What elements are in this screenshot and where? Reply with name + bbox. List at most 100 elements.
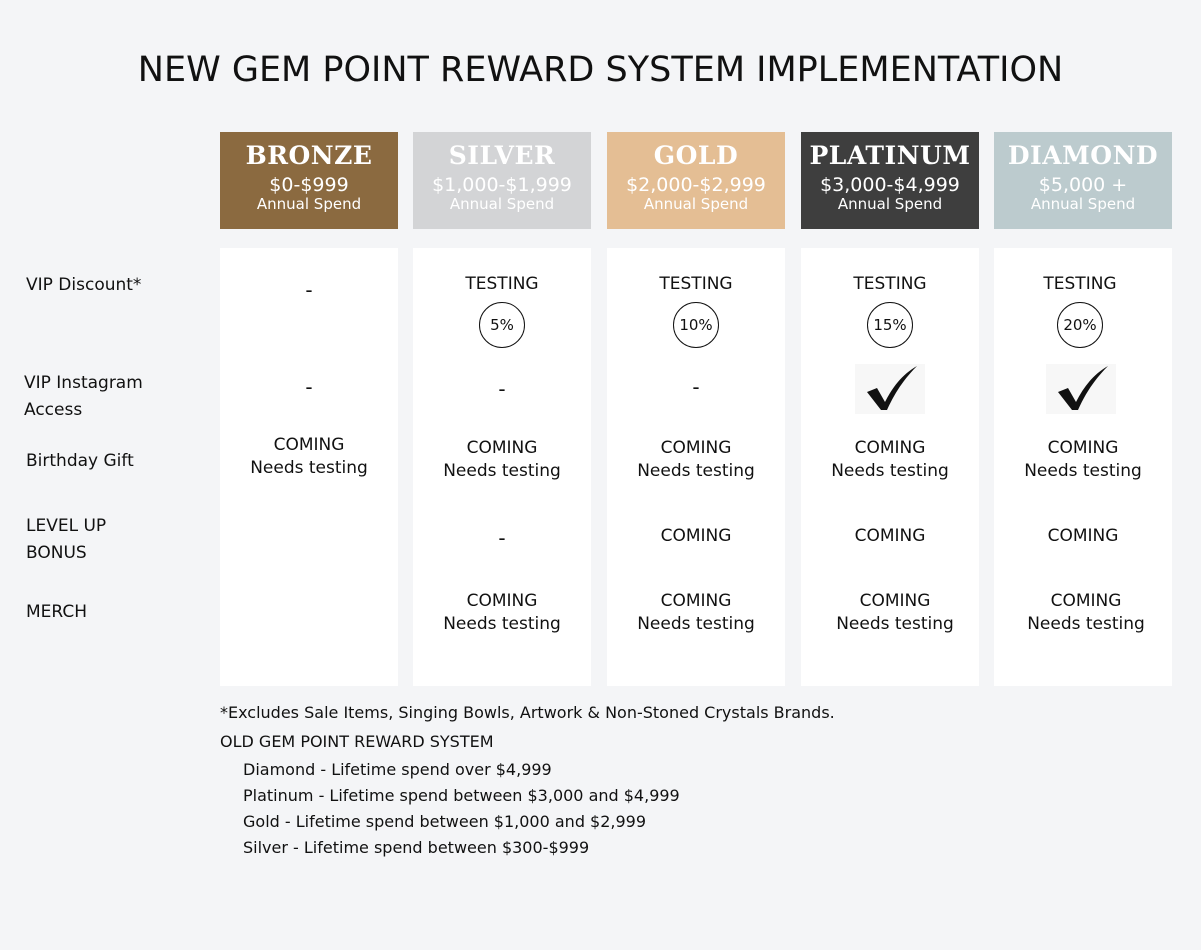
old-system-item-silver: Silver - Lifetime spend between $300-$99… [243,838,590,857]
testing-label: TESTING [853,274,927,294]
tier-column-gold: TESTING 10% - COMING Needs testing COMIN… [607,248,785,686]
vip-discount-cell: TESTING 15% [801,273,979,348]
row-label-vip-discount-text: VIP Discount* [26,275,142,295]
vip-discount-cell: TESTING 20% [991,273,1169,348]
tier-name: SILVER [448,141,556,170]
tier-column-bronze: - - COMING Needs testing [220,248,398,686]
testing-label: TESTING [659,274,733,294]
old-system-item-gold: Gold - Lifetime spend between $1,000 and… [243,812,647,831]
tier-spend-range: $2,000-$2,999 [626,174,766,196]
tier-header-platinum: PLATINUM $3,000-$4,999 Annual Spend [801,132,979,229]
tier-column-platinum: TESTING 15% COMING Needs testing COMING … [801,248,979,686]
old-system-item-diamond: Diamond - Lifetime spend over $4,999 [243,760,552,779]
row-label-level-up-line2: BONUS [26,543,87,563]
tier-spend-range: $0-$999 [269,174,349,196]
coming-label: COMING [466,438,538,458]
needs-testing-label: Needs testing [250,458,368,478]
coming-label: COMING [466,591,538,611]
coming-label: COMING [1047,438,1119,458]
tier-name: PLATINUM [809,141,971,170]
old-system-item-platinum: Platinum - Lifetime spend between $3,000… [243,786,680,805]
tier-name: GOLD [653,141,739,170]
needs-testing-label: Needs testing [831,461,949,481]
row-label-level-up-line1: LEVEL UP [26,516,107,536]
vip-instagram-cell: - [607,376,785,399]
coming-label: COMING [1050,591,1122,611]
discount-badge: 20% [1057,302,1103,348]
row-label-vip-instagram-line2: Access [24,400,83,420]
coming-label: COMING [854,438,926,458]
discount-badge: 5% [479,302,525,348]
tier-spend-range: $5,000 + [1038,174,1128,196]
not-available-dash: - [692,375,700,399]
row-label-vip-discount: VIP Discount* [26,272,176,299]
tier-spend-range: $3,000-$4,999 [820,174,960,196]
old-system-heading: OLD GEM POINT REWARD SYSTEM [220,732,494,751]
tier-header-diamond: DIAMOND $5,000 + Annual Spend [994,132,1172,229]
not-available-dash: - [305,278,313,302]
tier-header-gold: GOLD $2,000-$2,999 Annual Spend [607,132,785,229]
page-title: NEW GEM POINT REWARD SYSTEM IMPLEMENTATI… [137,50,1064,90]
needs-testing-label: Needs testing [637,614,755,634]
vip-discount-cell: TESTING 5% [413,273,591,348]
merch-cell: COMING Needs testing [997,590,1175,636]
birthday-gift-cell: COMING Needs testing [994,437,1172,483]
discount-badge: 15% [867,302,913,348]
level-up-cell: COMING [801,525,979,548]
tier-spend-caption: Annual Spend [837,195,943,213]
checkmark-icon [1046,364,1116,414]
row-label-vip-instagram: VIP Instagram Access [24,370,174,424]
needs-testing-label: Needs testing [443,461,561,481]
row-label-birthday-gift: Birthday Gift [26,448,176,475]
merch-cell: COMING Needs testing [607,590,785,636]
row-label-birthday-gift-text: Birthday Gift [26,451,134,471]
vip-instagram-cell [992,364,1170,414]
level-up-cell: COMING [607,525,785,548]
birthday-gift-cell: COMING Needs testing [607,437,785,483]
row-label-merch-text: MERCH [26,602,88,622]
row-label-vip-instagram-line1: VIP Instagram [24,373,143,393]
needs-testing-label: Needs testing [443,614,561,634]
needs-testing-label: Needs testing [836,614,954,634]
needs-testing-label: Needs testing [1024,461,1142,481]
vip-discount-cell: TESTING 10% [607,273,785,348]
vip-instagram-cell: - [220,376,398,399]
tier-spend-caption: Annual Spend [643,195,749,213]
not-available-dash: - [305,375,313,399]
coming-label: COMING [854,526,926,546]
coming-label: COMING [660,526,732,546]
testing-label: TESTING [1043,274,1117,294]
tier-column-silver: TESTING 5% - COMING Needs testing - COMI… [413,248,591,686]
coming-label: COMING [859,591,931,611]
birthday-gift-cell: COMING Needs testing [413,437,591,483]
tier-spend-caption: Annual Spend [449,195,555,213]
coming-label: COMING [1047,526,1119,546]
tier-spend-caption: Annual Spend [1030,195,1136,213]
row-label-level-up-bonus: LEVEL UP BONUS [26,513,176,567]
tier-name: DIAMOND [1007,141,1159,170]
vip-instagram-cell: - [413,378,591,401]
needs-testing-label: Needs testing [637,461,755,481]
discount-footnote: *Excludes Sale Items, Singing Bowls, Art… [220,703,835,722]
vip-instagram-cell [801,364,979,414]
not-available-dash: - [498,526,506,550]
discount-badge: 10% [673,302,719,348]
tier-name: BRONZE [245,141,373,170]
level-up-cell: COMING [994,525,1172,548]
tier-column-diamond: TESTING 20% COMING Needs testing COMING … [994,248,1172,686]
merch-cell: COMING Needs testing [413,590,591,636]
level-up-cell: - [413,527,591,550]
checkmark-icon [855,364,925,414]
row-label-merch: MERCH [26,599,176,626]
merch-cell: COMING Needs testing [806,590,984,636]
birthday-gift-cell: COMING Needs testing [220,434,398,480]
tier-spend-caption: Annual Spend [256,195,362,213]
not-available-dash: - [498,377,506,401]
birthday-gift-cell: COMING Needs testing [801,437,979,483]
vip-discount-cell: - [220,279,398,302]
coming-label: COMING [660,591,732,611]
tier-header-silver: SILVER $1,000-$1,999 Annual Spend [413,132,591,229]
tier-header-bronze: BRONZE $0-$999 Annual Spend [220,132,398,229]
needs-testing-label: Needs testing [1027,614,1145,634]
coming-label: COMING [273,435,345,455]
